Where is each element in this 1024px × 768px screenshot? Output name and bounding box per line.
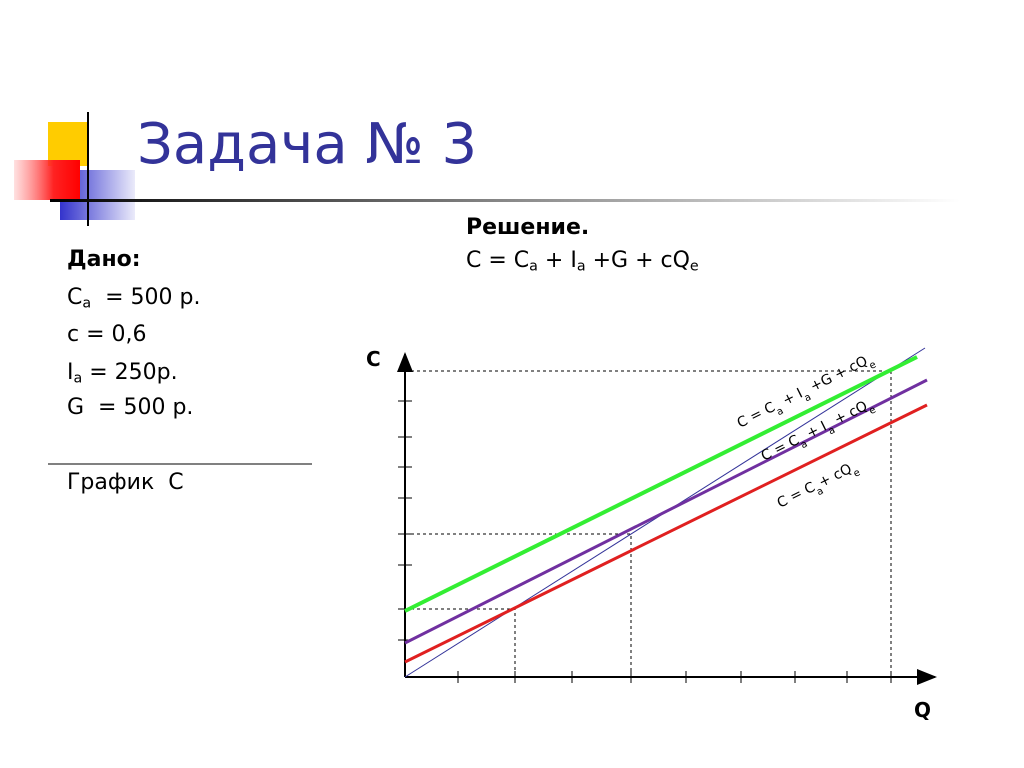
line-total xyxy=(404,355,918,613)
subscript: e xyxy=(852,467,862,480)
text-part: + I xyxy=(776,386,805,411)
text-part: C = C xyxy=(735,399,778,431)
deco-hline xyxy=(50,199,960,202)
graph-caption: График С xyxy=(67,470,184,495)
text-part: + I xyxy=(800,419,829,444)
subscript: a xyxy=(827,424,837,437)
text-part: C xyxy=(67,285,83,310)
line-label: C = Ca+ cQe xyxy=(775,458,862,515)
text-part: = 250р. xyxy=(82,360,178,385)
deco-red xyxy=(14,160,80,200)
text-part: +G + cQ xyxy=(585,248,690,273)
text-part: + I xyxy=(537,248,577,273)
title: Задача № 3 xyxy=(137,112,478,177)
subscript: a xyxy=(73,370,83,387)
text-part: +G + cQ xyxy=(804,353,871,397)
given-line: с = 0,6 xyxy=(67,322,147,347)
deco-yellow xyxy=(48,122,88,166)
subscript: e xyxy=(867,404,877,417)
given-line: Ia = 250р. xyxy=(67,360,178,387)
subscript: e xyxy=(867,359,877,372)
given-heading: Дано: xyxy=(67,247,141,272)
text-part: C = C xyxy=(775,479,818,511)
subscript: a xyxy=(775,405,785,418)
subscript: a xyxy=(576,258,586,275)
subscript: a xyxy=(799,438,809,451)
text-part: C = C xyxy=(759,432,802,464)
subscript: a xyxy=(529,258,538,275)
text-part: C = C xyxy=(466,248,530,273)
subscript: e xyxy=(689,258,699,275)
given-line: Ca = 500 р. xyxy=(67,285,201,312)
text-part: + cQ xyxy=(828,398,870,430)
text-part: = 500 р. xyxy=(91,285,201,310)
subscript: a xyxy=(803,391,813,404)
text-part: + cQ xyxy=(816,461,854,491)
text-part: I xyxy=(67,360,74,385)
line-ci xyxy=(404,378,928,645)
given-line: G = 500 р. xyxy=(67,395,193,420)
x-axis-label: Q xyxy=(914,698,931,722)
solution-heading: Решение. xyxy=(466,215,590,240)
y-axis-label: C xyxy=(366,347,381,371)
formula: C = Ca + Ia +G + cQe xyxy=(466,248,699,275)
text-part: с = 0,6 xyxy=(67,322,147,347)
ticks xyxy=(398,400,892,683)
text-part: G = 500 р. xyxy=(67,395,194,420)
line-c xyxy=(404,403,928,664)
subscript: a xyxy=(82,295,92,312)
subscript: a xyxy=(815,485,825,498)
